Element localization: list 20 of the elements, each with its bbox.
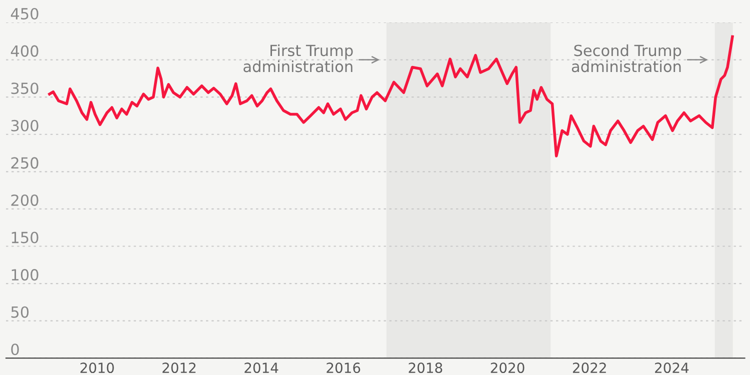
y-tick-label: 50 [11, 306, 29, 318]
y-tick-label: 150 [12, 232, 38, 244]
y-tick-label: 200 [11, 194, 38, 206]
x-tick-label: 2024 [655, 362, 689, 374]
y-tick-label: 450 [10, 8, 38, 20]
x-tick-label: 2022 [572, 362, 606, 374]
x-tick-label: 2012 [162, 362, 196, 374]
y-tick-label: 300 [11, 120, 38, 132]
x-tick-label: 2014 [244, 362, 278, 374]
x-tick-label: 2016 [326, 362, 360, 374]
y-tick-label: 350 [11, 82, 38, 94]
x-tick-label: 2018 [408, 362, 442, 374]
y-tick-label: 250 [11, 157, 38, 169]
y-tick-label: 400 [10, 45, 38, 57]
y-tick-label: 100 [12, 269, 38, 281]
band-label: Second Trump administration [572, 44, 682, 72]
band-label: First Trump administration [244, 44, 353, 72]
x-tick-label: 2010 [80, 362, 114, 374]
y-tick-label: 0 [11, 344, 19, 356]
x-tick-label: 2020 [490, 362, 524, 374]
